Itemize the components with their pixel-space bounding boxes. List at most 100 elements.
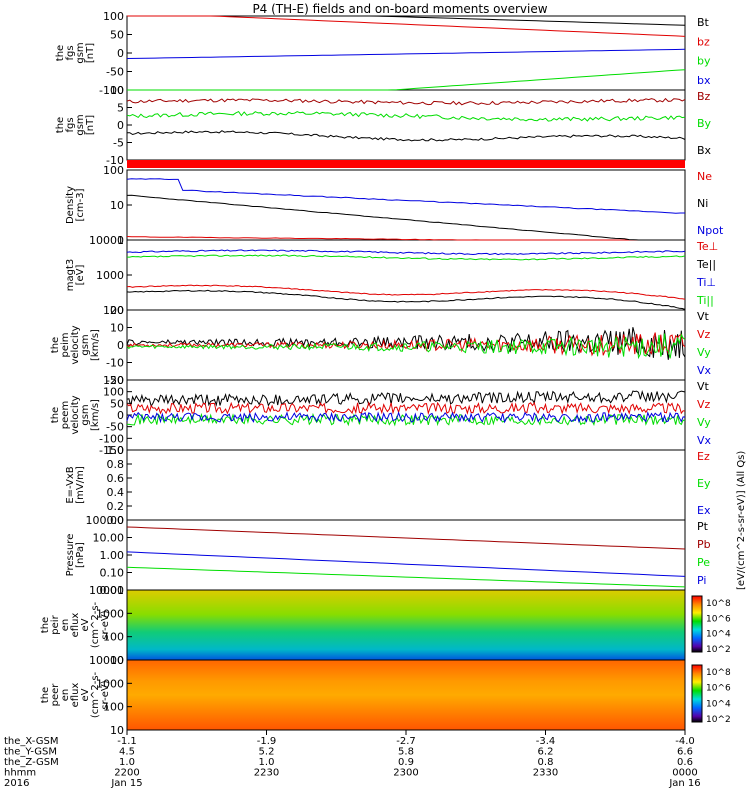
y-axis-label: Density [65, 186, 76, 224]
colorbar-label: 10^2 [706, 645, 731, 655]
y-tick-label: 50 [110, 29, 124, 42]
y-axis-label: sr-eV) [100, 610, 111, 639]
y-tick-label: 1.00 [100, 549, 125, 562]
x-tick-label: 0.9 [398, 757, 414, 768]
colorbar [691, 595, 703, 653]
series-by-gse [126, 110, 686, 122]
y-axis-label: [km/s] [90, 399, 101, 431]
y-axis-label: [nPa] [75, 542, 86, 568]
legend-label: Vz [697, 398, 711, 411]
y-tick-label: 100 [103, 10, 124, 23]
y-axis-label: gsm [80, 334, 91, 355]
y-tick-label: 10 [110, 199, 124, 212]
legend-label: bz [697, 35, 710, 48]
y-tick-label: 10 [110, 84, 124, 97]
series-by [127, 69, 686, 91]
colorbar-label: 10^4 [706, 699, 731, 709]
x-tick-label: 6.2 [538, 747, 554, 758]
colorbar [691, 664, 703, 723]
series-npot [126, 178, 685, 214]
legend-label: Pe [697, 556, 710, 569]
y-axis-label: [km/s] [90, 329, 101, 361]
y-tick-label: -20 [106, 374, 124, 387]
x-tick-label: 2230 [254, 768, 279, 779]
y-tick-label: 1 [117, 234, 124, 247]
y-tick-label: 10000 [89, 234, 124, 247]
y-tick-label: 10000 [89, 654, 124, 667]
y-tick-label: 20 [110, 304, 124, 317]
y-tick-label: 0 [117, 409, 124, 422]
y-axis-label: peem [60, 401, 71, 429]
legend-label: Ez [697, 450, 710, 463]
plot-title: P4 (TH-E) fields and on-board moments ov… [252, 2, 547, 16]
y-axis-label: fgs [65, 45, 76, 60]
panel-frame [126, 449, 686, 521]
y-axis-label: Pressure [65, 534, 76, 577]
y-tick-label: 0.8 [107, 458, 125, 471]
y-tick-label: 10000 [89, 584, 124, 597]
x-axis-row-label: the_Y-GSM [4, 747, 57, 758]
y-axis-label: (cm^2-s- [90, 601, 101, 648]
y-tick-label: 100 [103, 631, 124, 644]
legend-label: Ti|| [696, 294, 714, 307]
x-tick-label: Jan 16 [668, 778, 700, 789]
x-axis-row-label: the_X-GSM [4, 736, 58, 747]
y-axis-label: the [50, 337, 61, 353]
y-tick-label: 1.0 [107, 444, 125, 457]
series-bz-gse [126, 97, 686, 106]
y-axis-label: gsm [75, 114, 86, 135]
series-ne [126, 236, 685, 241]
y-axis-label: the [50, 407, 61, 423]
y-axis-label: the [55, 45, 66, 61]
mode-bar [127, 160, 685, 168]
x-tick-label: -4.0 [675, 736, 695, 747]
y-axis-label: eV [80, 618, 91, 631]
colorbar-title: [eV/(cm^2-s-sr-eV)] (All Qs) [736, 451, 747, 590]
y-tick-label: 1000 [96, 677, 124, 690]
y-axis-label: [nT] [85, 43, 96, 63]
legend-label: Pi [697, 574, 706, 587]
x-axis-row-label: hhmm [4, 768, 36, 779]
x-axis-row-label: 2016 [4, 778, 29, 789]
colorbar-label: 10^4 [706, 630, 731, 640]
y-tick-label: 10.00 [93, 532, 125, 545]
y-axis-label: [nT] [85, 115, 96, 135]
y-axis-label: peim [60, 332, 71, 357]
x-tick-label: 2300 [393, 768, 418, 779]
legend-label: Vy [697, 416, 711, 429]
legend-label: Te|| [696, 258, 716, 271]
y-axis-label: sr-eV) [100, 680, 111, 709]
y-tick-label: 100 [103, 701, 124, 714]
ion-spectrogram [127, 590, 685, 660]
legend-label: Vx [697, 434, 712, 447]
x-tick-label: 4.5 [119, 747, 135, 758]
y-axis-label: fgs [65, 117, 76, 132]
y-tick-label: -10 [106, 154, 124, 167]
series-vt-e [126, 390, 686, 408]
y-tick-label: 100 [103, 386, 124, 399]
y-tick-label: 0.6 [107, 472, 125, 485]
legend-label: Vx [697, 364, 712, 377]
series-vy-i [126, 333, 686, 360]
x-tick-label: 2330 [533, 768, 558, 779]
legend-label: Vy [697, 346, 711, 359]
x-tick-label: -3.4 [536, 736, 556, 747]
colorbar-label: 10^2 [706, 715, 731, 725]
legend-label: Bz [697, 90, 711, 103]
y-axis-label: the [40, 617, 51, 633]
y-tick-label: -150 [99, 444, 124, 457]
y-tick-label: 0.4 [107, 486, 125, 499]
y-tick-label: 100 [103, 304, 124, 317]
y-axis-label: [cm-3] [75, 188, 86, 221]
series-ti-par [127, 254, 686, 261]
y-tick-label: 1000 [96, 607, 124, 620]
legend-label: Pt [697, 520, 709, 533]
legend-label: Ne [697, 170, 712, 183]
series-te-par [126, 289, 686, 310]
y-tick-label: 0.10 [100, 567, 125, 580]
y-axis-label: the [55, 117, 66, 133]
y-axis-label: gsm [75, 42, 86, 63]
x-tick-label: 0000 [672, 768, 697, 779]
panel-frame [126, 169, 686, 241]
